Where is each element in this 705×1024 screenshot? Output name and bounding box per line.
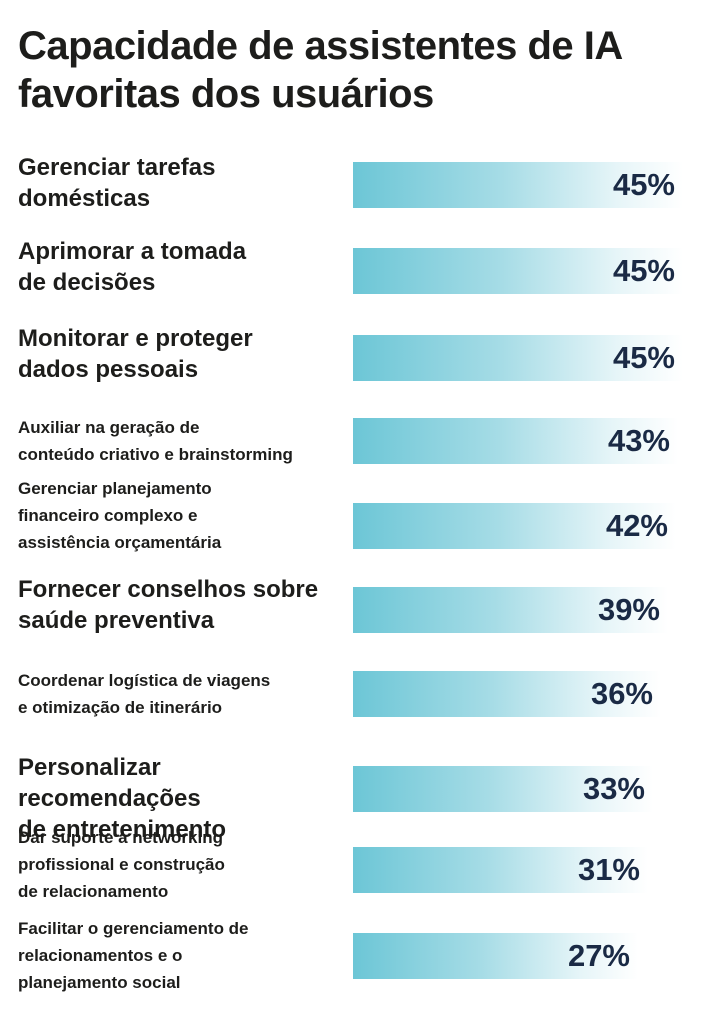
category-label: Gerenciar planejamento financeiro comple… bbox=[18, 479, 222, 552]
bar bbox=[353, 587, 668, 633]
value-label: 33% bbox=[582, 771, 645, 806]
category-label: Aprimorar a tomada de decisões bbox=[18, 238, 247, 296]
category-label: Fornecer conselhos sobre saúde preventiv… bbox=[18, 576, 319, 634]
bar bbox=[353, 248, 683, 294]
bar-row: Gerenciar tarefas domésticas 45% bbox=[0, 154, 705, 218]
value-label: 45% bbox=[612, 167, 675, 202]
bar-row: Personalizar recomendações de entretenim… bbox=[0, 754, 705, 843]
bar bbox=[353, 503, 676, 549]
category-label: Coordenar logística de viagens e otimiza… bbox=[18, 671, 271, 717]
bar bbox=[353, 766, 653, 812]
bar-row: Monitorar e proteger dados pessoais 45% bbox=[0, 325, 705, 393]
value-label: 39% bbox=[597, 592, 660, 627]
bar bbox=[353, 847, 648, 893]
value-label: 36% bbox=[590, 676, 653, 711]
value-label: 27% bbox=[567, 938, 630, 973]
bar-row: Aprimorar a tomada de decisões 45% bbox=[0, 238, 705, 306]
value-label: 45% bbox=[612, 253, 675, 288]
bar bbox=[353, 335, 683, 381]
value-label: 31% bbox=[577, 852, 640, 887]
bar-row: Dar suporte a networking profissional e … bbox=[0, 828, 705, 907]
category-label: Monitorar e proteger dados pessoais bbox=[18, 325, 253, 383]
value-label: 43% bbox=[607, 423, 670, 458]
bar bbox=[353, 418, 678, 464]
bar-row: Coordenar logística de viagens e otimiza… bbox=[0, 671, 705, 731]
category-label: Facilitar o gerenciamento de relacioname… bbox=[18, 919, 249, 992]
category-label: Auxiliar na geração de conteúdo criativo… bbox=[18, 418, 293, 464]
bar-row: Fornecer conselhos sobre saúde preventiv… bbox=[0, 576, 705, 647]
category-label: Personalizar recomendações de entretenim… bbox=[18, 754, 227, 843]
category-label: Gerenciar tarefas domésticas bbox=[18, 154, 216, 212]
value-label: 45% bbox=[612, 340, 675, 375]
bar bbox=[353, 933, 638, 979]
bar-row: Auxiliar na geração de conteúdo criativo… bbox=[0, 418, 705, 478]
category-label: Dar suporte a networking profissional e … bbox=[18, 828, 225, 901]
bar bbox=[353, 162, 683, 208]
bar-row: Facilitar o gerenciamento de relacioname… bbox=[0, 919, 705, 993]
value-label: 42% bbox=[605, 508, 668, 543]
chart-title: Capacidade de assistentes de IA favorita… bbox=[18, 24, 622, 116]
bar-row: Gerenciar planejamento financeiro comple… bbox=[0, 479, 705, 563]
bar bbox=[353, 671, 661, 717]
